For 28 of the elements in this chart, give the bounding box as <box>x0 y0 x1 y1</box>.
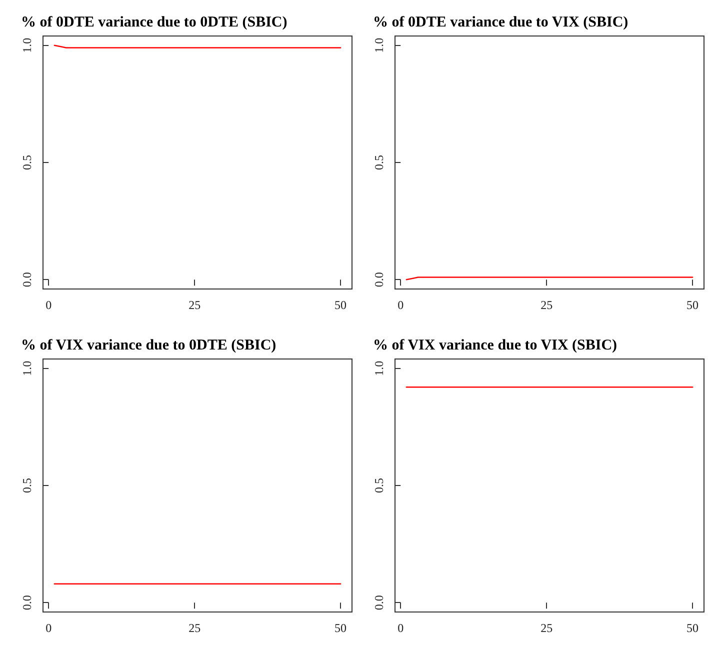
x-tick-label: 0 <box>398 298 404 312</box>
x-tick-label: 0 <box>46 621 52 635</box>
x-tick-label: 50 <box>334 621 347 635</box>
x-tick-label: 50 <box>686 298 699 312</box>
x-tick-label: 0 <box>46 298 52 312</box>
y-tick-label: 1.0 <box>20 38 34 53</box>
y-tick-label: 1.0 <box>372 360 386 376</box>
y-tick-label: 0.0 <box>20 272 34 288</box>
x-tick-label: 25 <box>188 621 201 635</box>
chart-title: % of 0DTE variance due to VIX (SBIC) <box>373 14 628 30</box>
y-tick-label: 0.0 <box>20 595 34 610</box>
y-tick-label: 0.0 <box>372 595 386 610</box>
y-tick-label: 0.0 <box>372 272 386 288</box>
y-tick-label: 1.0 <box>372 38 386 53</box>
x-tick-label: 25 <box>540 298 553 312</box>
y-tick-label: 0.5 <box>20 478 34 493</box>
y-tick-label: 0.5 <box>372 478 386 493</box>
y-tick-label: 0.5 <box>20 155 34 170</box>
y-tick-label: 0.5 <box>372 155 386 170</box>
chart-title: % of 0DTE variance due to 0DTE (SBIC) <box>21 14 288 30</box>
x-tick-label: 0 <box>398 621 404 635</box>
x-tick-label: 25 <box>540 621 553 635</box>
y-tick-label: 1.0 <box>20 360 34 376</box>
x-tick-label: 50 <box>334 298 347 312</box>
x-tick-label: 50 <box>686 621 699 635</box>
chart-title: % of VIX variance due to VIX (SBIC) <box>373 338 618 354</box>
chart-title: % of VIX variance due to 0DTE (SBIC) <box>21 338 276 354</box>
x-tick-label: 25 <box>188 298 201 312</box>
